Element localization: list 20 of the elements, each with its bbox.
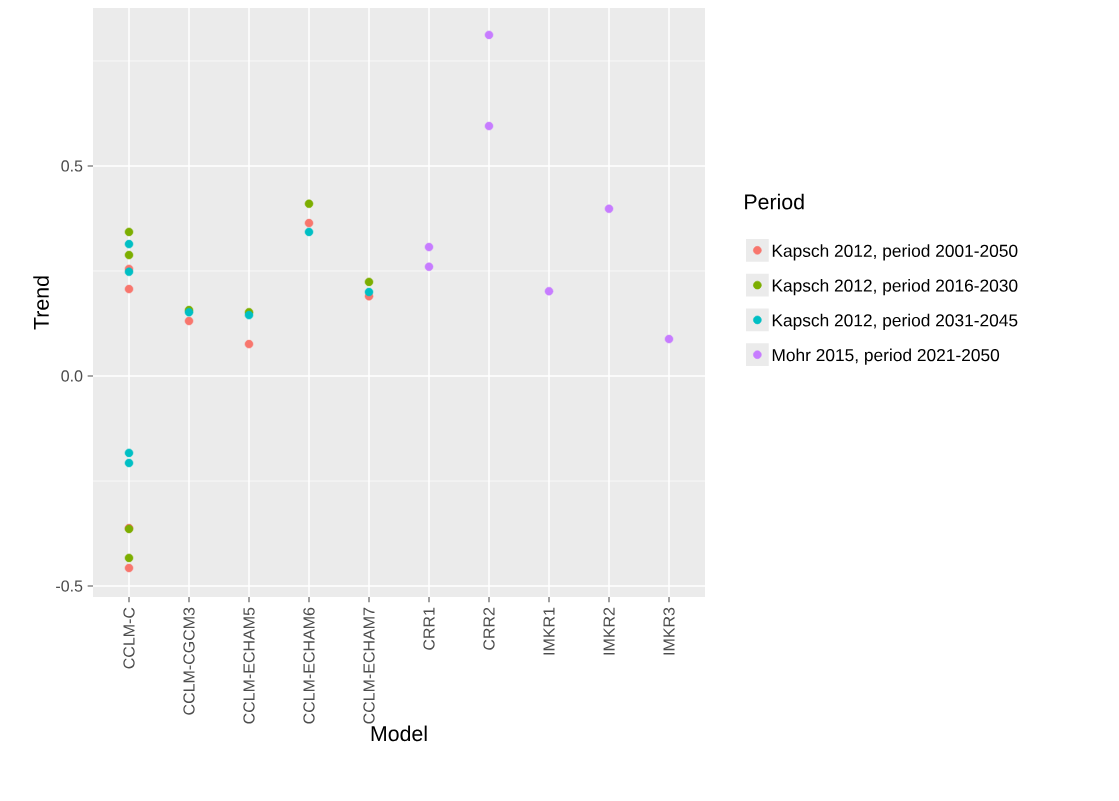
legend-label: Kapsch 2012, period 2016-2030 [772,278,1018,296]
x-tick-label: CCLM-C [123,607,135,669]
y-tick-label: -0.5 [56,580,83,592]
x-tick-label: IMKR3 [663,607,675,655]
x-tick-label: CRR2 [483,607,495,650]
legend-label: Kapsch 2012, period 2031-2045 [772,313,1018,330]
y-tick-label: 0.5 [61,160,83,172]
x-tick-label: CCLM-ECHAM5 [243,607,255,724]
y-axis-title: Trend [33,276,49,330]
legend-label: Mohr 2015, period 2021-2050 [772,348,1000,365]
x-tick-label: CCLM-ECHAM6 [303,607,315,724]
x-tick-label: CCLM-ECHAM7 [363,607,375,724]
legend-label: Kapsch 2012, period 2001-2050 [772,244,1018,261]
legend-title: Period [745,193,804,210]
y-tick-label: 0.0 [61,370,83,382]
x-tick-label: CRR1 [423,607,435,650]
x-tick-label: IMKR1 [543,607,555,655]
x-axis-title: Model [371,725,427,742]
x-tick-label: IMKR2 [603,607,615,655]
x-tick-label: CCLM-CGCM3 [183,607,195,715]
